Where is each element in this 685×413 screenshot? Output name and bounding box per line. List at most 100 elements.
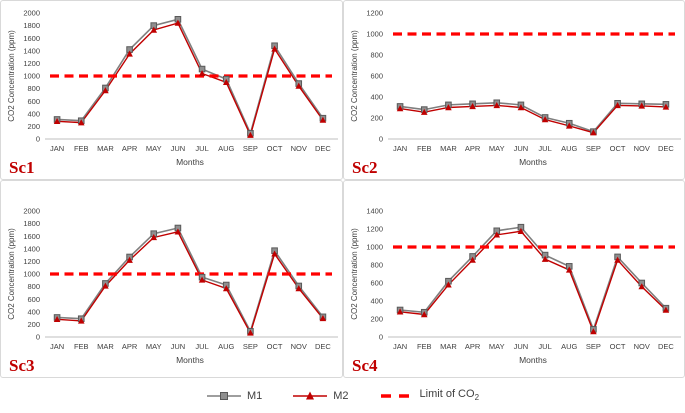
- svg-text:600: 600: [370, 72, 383, 81]
- svg-text:JUN: JUN: [514, 144, 529, 153]
- svg-text:OCT: OCT: [267, 342, 283, 351]
- svg-text:600: 600: [370, 279, 383, 288]
- svg-text:1200: 1200: [23, 59, 40, 68]
- svg-text:DEC: DEC: [658, 342, 674, 351]
- m2-line: [57, 230, 324, 335]
- svg-text:200: 200: [27, 320, 40, 329]
- limit-dash-icon: [380, 393, 413, 398]
- svg-text:JUN: JUN: [171, 342, 186, 351]
- m2-series-icon: [293, 391, 328, 399]
- panel-label-sc1: Sc1: [9, 158, 35, 177]
- svg-text:MAY: MAY: [489, 144, 505, 153]
- svg-text:MAR: MAR: [440, 144, 457, 153]
- panel-grid: 0 200 400 600 800 1000 1200 1400 1600 1800 2000 CO2…: [0, 0, 685, 378]
- x-axis-title: Months: [176, 157, 204, 167]
- svg-text:2000: 2000: [23, 207, 40, 216]
- legend-label-m1: M1: [246, 389, 263, 402]
- svg-text:1000: 1000: [23, 72, 40, 81]
- line-chart-sc1: 0 200 400 600 800 1000 1200 1400 1600 1800 2000 CO2…: [7, 9, 338, 167]
- y-axis-title: CO2 Concentration (ppm): [7, 30, 16, 122]
- svg-text:MAR: MAR: [97, 144, 114, 153]
- x-axis-title: Months: [519, 355, 547, 365]
- svg-text:1200: 1200: [366, 9, 383, 18]
- svg-text:600: 600: [27, 295, 40, 304]
- svg-text:NOV: NOV: [291, 342, 307, 351]
- svg-text:SEP: SEP: [243, 144, 258, 153]
- y-axis-title: CO2 Concentration (ppm): [350, 228, 359, 320]
- svg-text:NOV: NOV: [291, 144, 307, 153]
- svg-text:400: 400: [27, 109, 40, 118]
- svg-text:AUG: AUG: [561, 144, 577, 153]
- svg-text:JUL: JUL: [538, 144, 551, 153]
- svg-text:0: 0: [36, 333, 40, 342]
- svg-text:SEP: SEP: [586, 342, 601, 351]
- m1-line: [400, 226, 667, 332]
- svg-text:AUG: AUG: [218, 144, 234, 153]
- svg-text:SEP: SEP: [586, 144, 601, 153]
- svg-text:AUG: AUG: [218, 342, 234, 351]
- svg-text:1000: 1000: [366, 243, 383, 252]
- m2-line: [400, 230, 667, 334]
- svg-text:1200: 1200: [366, 225, 383, 234]
- svg-text:JAN: JAN: [393, 342, 407, 351]
- legend-item-m1: M1: [206, 390, 262, 402]
- svg-text:DEC: DEC: [315, 342, 331, 351]
- svg-text:1200: 1200: [23, 257, 40, 266]
- svg-text:FEB: FEB: [417, 144, 432, 153]
- svg-text:400: 400: [370, 93, 383, 102]
- svg-text:FEB: FEB: [74, 144, 89, 153]
- m1-line: [57, 18, 324, 136]
- line-chart-sc4: 0 200 400 600 800 1000 1200 1400 CO2 Concentrati…: [350, 207, 681, 365]
- m1-line: [57, 227, 324, 334]
- svg-text:APR: APR: [122, 144, 138, 153]
- x-axis-title: Months: [519, 157, 547, 167]
- m1-series-icon: [206, 391, 241, 400]
- svg-text:1800: 1800: [23, 21, 40, 30]
- svg-text:JAN: JAN: [393, 144, 407, 153]
- svg-text:DEC: DEC: [315, 144, 331, 153]
- svg-text:800: 800: [370, 261, 383, 270]
- svg-text:MAR: MAR: [97, 342, 114, 351]
- svg-text:2000: 2000: [23, 9, 40, 18]
- svg-text:1600: 1600: [23, 232, 40, 241]
- svg-text:800: 800: [27, 84, 40, 93]
- svg-text:0: 0: [379, 333, 383, 342]
- svg-text:DEC: DEC: [658, 144, 674, 153]
- panel-label-sc3: Sc3: [9, 356, 35, 375]
- svg-text:1800: 1800: [23, 219, 40, 228]
- line-chart-sc3: 0 200 400 600 800 1000 1200 1400 1600 1800 2000 CO2…: [7, 207, 338, 365]
- svg-text:1400: 1400: [23, 46, 40, 55]
- svg-text:200: 200: [27, 122, 40, 131]
- svg-text:AUG: AUG: [561, 342, 577, 351]
- svg-text:JUN: JUN: [171, 144, 186, 153]
- chart-panel-sc2: 0 200 400 600 800 1000 1200 CO2 Concentration (…: [343, 0, 685, 180]
- svg-text:MAR: MAR: [440, 342, 457, 351]
- svg-text:MAY: MAY: [146, 342, 162, 351]
- svg-text:OCT: OCT: [610, 342, 626, 351]
- svg-text:OCT: OCT: [267, 144, 283, 153]
- svg-text:OCT: OCT: [610, 144, 626, 153]
- legend-label-limit: Limit of CO2: [419, 388, 480, 403]
- svg-text:800: 800: [370, 51, 383, 60]
- svg-text:0: 0: [379, 135, 383, 144]
- chart-panel-sc1: 0 200 400 600 800 1000 1200 1400 1600 1800 2000 CO2…: [0, 0, 343, 180]
- svg-text:APR: APR: [465, 144, 481, 153]
- panel-label-sc2: Sc2: [352, 158, 378, 177]
- svg-text:400: 400: [370, 297, 383, 306]
- svg-text:1400: 1400: [23, 244, 40, 253]
- svg-text:1000: 1000: [23, 270, 40, 279]
- svg-text:1000: 1000: [366, 30, 383, 39]
- svg-text:1400: 1400: [366, 207, 383, 216]
- chart-panel-sc4: 0 200 400 600 800 1000 1200 1400 CO2 Concentrati…: [343, 180, 685, 378]
- y-axis-title: CO2 Concentration (ppm): [7, 228, 16, 320]
- y-axis-title: CO2 Concentration (ppm): [350, 30, 359, 122]
- svg-text:JUL: JUL: [538, 342, 551, 351]
- svg-text:FEB: FEB: [74, 342, 89, 351]
- line-chart-sc2: 0 200 400 600 800 1000 1200 CO2 Concentration (…: [350, 9, 681, 167]
- svg-text:JAN: JAN: [50, 144, 64, 153]
- chart-panel-sc3: 0 200 400 600 800 1000 1200 1400 1600 1800 2000 CO2…: [0, 180, 343, 378]
- svg-text:SEP: SEP: [243, 342, 258, 351]
- panel-label-sc4: Sc4: [352, 356, 378, 375]
- chart-legend: M1 M2 Limit of CO2: [0, 378, 685, 413]
